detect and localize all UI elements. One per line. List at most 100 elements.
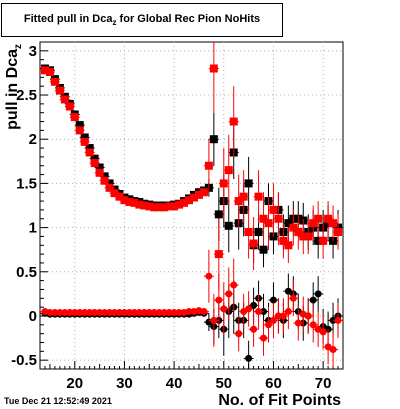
data-point-square xyxy=(289,223,298,232)
data-point-circle xyxy=(205,272,213,280)
data-point-circle xyxy=(230,281,238,289)
data-point-circle xyxy=(264,321,272,329)
y-tick-label: 1.5 xyxy=(16,175,37,192)
data-point-square xyxy=(244,179,253,188)
x-tick-label: 20 xyxy=(66,375,83,392)
y-tick-label: 2.5 xyxy=(16,87,37,104)
data-point-square xyxy=(284,241,293,250)
timestamp: Tue Dec 21 12:52:49 2021 xyxy=(4,396,112,406)
data-point-circle xyxy=(250,325,258,333)
data-point-square xyxy=(110,189,119,198)
data-point-square xyxy=(259,214,268,223)
data-point-square xyxy=(70,113,79,122)
data-point-circle xyxy=(235,330,243,338)
data-point-square xyxy=(224,221,233,230)
data-point-square xyxy=(40,66,49,75)
data-point-square xyxy=(199,188,208,197)
data-point-square xyxy=(80,133,89,142)
data-point-circle xyxy=(289,294,297,302)
data-point-square xyxy=(160,203,169,212)
data-point-square xyxy=(309,219,318,228)
y-tick-label: 0.5 xyxy=(16,264,37,281)
data-point-square xyxy=(209,64,218,73)
data-point-square xyxy=(214,210,223,219)
data-point-square xyxy=(264,219,273,228)
data-point-square xyxy=(219,179,228,188)
data-point-square xyxy=(95,168,104,177)
data-point-square xyxy=(125,197,134,206)
data-point-circle xyxy=(314,290,322,298)
data-point-square xyxy=(90,154,99,163)
data-point-circle xyxy=(284,308,292,316)
x-tick-label: 30 xyxy=(116,375,133,392)
data-point-circle xyxy=(304,312,312,320)
data-point-square xyxy=(105,183,114,192)
data-point-square xyxy=(229,117,238,126)
data-point-square xyxy=(140,201,149,210)
data-point-square xyxy=(120,196,129,205)
data-point-square xyxy=(85,148,94,157)
data-point-square xyxy=(180,198,189,207)
data-point-circle xyxy=(269,296,277,304)
data-point-square xyxy=(145,202,154,211)
data-point-circle xyxy=(250,301,258,309)
data-point-square xyxy=(90,159,99,168)
data-point-square xyxy=(294,228,303,237)
data-point-square xyxy=(329,219,338,228)
data-point-square xyxy=(204,161,213,170)
y-tick-label: 0 xyxy=(29,308,37,325)
chart-title-subscript: z xyxy=(112,18,117,28)
data-point-square xyxy=(304,232,313,241)
data-point-circle xyxy=(260,334,268,342)
chart-title-box: Fitted pull in Dcaz for Global Rec Pion … xyxy=(1,3,283,37)
data-point-square xyxy=(189,193,198,202)
data-point-square xyxy=(194,190,203,199)
chart-title-rest: for Global Rec Pion NoHits xyxy=(116,12,261,25)
x-tick-label: 60 xyxy=(265,375,282,392)
x-axis-label: No. of Fit Points xyxy=(218,392,341,409)
data-point-circle xyxy=(329,346,337,354)
data-point-square xyxy=(279,236,288,245)
data-point-square xyxy=(314,214,323,223)
data-point-square xyxy=(244,228,253,237)
data-point-square xyxy=(239,192,248,201)
y-tick-label: -0.5 xyxy=(11,352,37,369)
chart-title-main: Fitted pull in Dca xyxy=(23,12,113,25)
data-point-square xyxy=(60,95,69,104)
data-point-square xyxy=(100,172,109,181)
data-point-circle xyxy=(255,308,263,316)
data-point-square xyxy=(115,192,124,201)
data-point-square xyxy=(274,214,283,223)
x-tick-label: 40 xyxy=(166,375,183,392)
data-point-square xyxy=(209,135,218,144)
data-point-square xyxy=(319,236,328,245)
data-point-square xyxy=(100,176,109,185)
data-point-square xyxy=(254,192,263,201)
data-point-square xyxy=(75,126,84,135)
data-point-circle xyxy=(309,296,317,304)
data-point-circle xyxy=(220,305,228,313)
data-point-square xyxy=(95,163,104,172)
data-point-square xyxy=(85,144,94,153)
data-point-circle xyxy=(334,316,342,324)
data-point-square xyxy=(170,202,179,211)
chart-title: Fitted pull in Dcaz for Global Rec Pion … xyxy=(24,13,260,27)
y-tick-label: 1 xyxy=(29,220,37,237)
data-point-square xyxy=(269,205,278,214)
data-point-square xyxy=(284,219,293,228)
x-tick-label: 70 xyxy=(315,375,332,392)
data-point-circle xyxy=(269,316,277,324)
data-point-square xyxy=(324,214,333,223)
data-point-circle xyxy=(245,354,253,362)
data-point-circle xyxy=(294,319,302,327)
y-tick-label: 3 xyxy=(29,43,37,60)
x-tick-label: 50 xyxy=(215,375,232,392)
data-point-circle xyxy=(319,328,327,336)
data-point-square xyxy=(50,77,59,86)
data-point-square xyxy=(130,198,139,207)
data-point-circle xyxy=(225,290,233,298)
data-point-square xyxy=(214,250,223,259)
data-point-square xyxy=(224,166,233,175)
data-point-circle xyxy=(309,321,317,329)
